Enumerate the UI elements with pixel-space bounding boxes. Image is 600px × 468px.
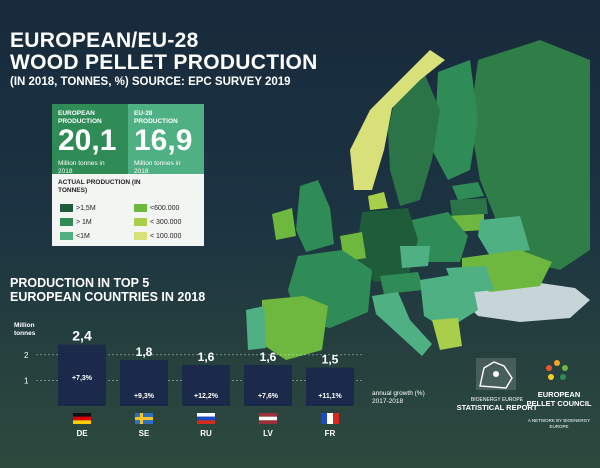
- title-line-1: EUROPEAN/EU-28: [10, 29, 199, 52]
- bioenergy-logo-small: BIOENERGY EUROPE: [470, 397, 524, 403]
- growth-value-label: +9,3%: [134, 393, 155, 400]
- map-region-czech: [400, 246, 430, 268]
- flag-ru-stripe: [197, 413, 215, 417]
- eu28-production-unit: Million tonnes in 2018: [134, 160, 181, 175]
- eu28-production-value: 16,9: [134, 124, 193, 157]
- bar: [58, 344, 106, 406]
- map-region-romania: [446, 266, 494, 294]
- legend-swatch: [60, 204, 73, 213]
- bar: [182, 365, 230, 406]
- category-label: LV: [263, 429, 273, 438]
- growth-label: annual growth (%) 2017-2018: [372, 390, 425, 405]
- epc-logo-small: A NETWORK BY BIOENERGY EUROPE: [527, 418, 591, 429]
- flag-fr-stripe: [321, 413, 327, 424]
- flag-lv-stripe: [259, 413, 277, 417]
- growth-value-label: +7,6%: [258, 393, 279, 400]
- flag-de-stripe: [73, 416, 91, 421]
- category-label: FR: [325, 429, 336, 438]
- european-production-box: EUROPEAN PRODUCTION 20,1 Million tonnes …: [52, 104, 128, 175]
- flag-cross-h: [135, 417, 153, 420]
- eu28-production-box: EU-28 PRODUCTION 16,9 Million tonnes in …: [128, 104, 204, 175]
- flag-fr-stripe: [327, 413, 333, 424]
- flag-ru-stripe: [197, 420, 215, 424]
- map-region-spain: [262, 296, 328, 360]
- legend-swatch: [60, 218, 73, 227]
- flag-lv-stripe: [259, 416, 277, 421]
- map-region-uk: [296, 180, 334, 252]
- map-region-sweden: [388, 75, 440, 206]
- category-label: RU: [200, 429, 212, 438]
- title-line-2: WOOD PELLET PRODUCTION: [10, 51, 318, 74]
- map-region-latvia: [450, 198, 488, 216]
- growth-value-label: +7,3%: [72, 375, 93, 382]
- flag-de-stripe: [73, 420, 91, 424]
- epc-logo-main: EUROPEAN PELLET COUNCIL: [526, 390, 592, 408]
- bar-value-label: 1,6: [260, 350, 277, 364]
- legend-item: >1,5M: [60, 204, 96, 213]
- map-region-estonia: [452, 182, 484, 200]
- flag-ru-stripe: [197, 416, 215, 421]
- map-region-ireland: [272, 208, 296, 240]
- bar: [306, 367, 354, 406]
- european-production-value: 20,1: [58, 124, 117, 157]
- top5-heading-line-1: PRODUCTION IN TOP 5: [10, 276, 150, 290]
- european-production-label: EUROPEAN PRODUCTION: [58, 110, 102, 125]
- legend-swatch: [134, 232, 147, 241]
- legend-swatch: [60, 232, 73, 241]
- bar: [120, 359, 168, 406]
- eu28-production-label: EU-28 PRODUCTION: [134, 110, 178, 125]
- growth-value-label: +11,1%: [318, 393, 342, 400]
- top5-heading-line-2: EUROPEAN COUNTRIES IN 2018: [10, 290, 206, 304]
- european-pellet-council-logo-icon: [546, 360, 568, 380]
- growth-value-label: +12,2%: [194, 393, 219, 400]
- y-tick-label: 2: [24, 351, 29, 360]
- map-region-austria: [380, 272, 424, 294]
- legend-item: < 300.000: [134, 218, 181, 227]
- subtitle: (IN 2018, TONNES, %) SOURCE: EPC SURVEY …: [10, 76, 291, 88]
- legend-swatch: [134, 218, 147, 227]
- legend-item: <600.000: [134, 204, 179, 213]
- bioenergy-europe-logo-icon: [476, 358, 516, 390]
- map-region-russia: [470, 40, 590, 270]
- production-legend: ACTUAL PRODUCTION (IN TONNES) >1,5M > 1M…: [52, 174, 204, 246]
- bar-value-label: 1,5: [322, 353, 339, 367]
- bar-value-label: 2,4: [72, 328, 92, 344]
- map-region-norway: [350, 50, 445, 190]
- flag-fr-stripe: [333, 413, 339, 424]
- european-production-unit: Million tonnes in 2018: [58, 160, 105, 175]
- flag-de-stripe: [73, 413, 91, 417]
- map-region-belarus: [478, 216, 530, 256]
- legend-item: < 100.000: [134, 232, 181, 241]
- map-region-finland: [432, 60, 478, 180]
- category-label: DE: [76, 429, 88, 438]
- legend-title: ACTUAL PRODUCTION (IN TONNES): [58, 179, 141, 194]
- map-region-italy: [372, 292, 432, 356]
- y-axis-label: Million tonnes: [14, 322, 36, 337]
- map-region-greece: [432, 318, 462, 350]
- legend-swatch: [134, 204, 147, 213]
- bar-value-label: 1,6: [198, 350, 215, 364]
- main-title: EUROPEAN/EU-28 WOOD PELLET PRODUCTION: [10, 30, 318, 74]
- legend-item: <1M: [60, 232, 90, 241]
- bar: [244, 365, 292, 406]
- y-tick-label: 1: [24, 376, 29, 385]
- legend-item: > 1M: [60, 218, 92, 227]
- map-region-portugal: [246, 306, 266, 350]
- top5-heading: PRODUCTION IN TOP 5 EUROPEAN COUNTRIES I…: [10, 276, 205, 304]
- bioenergy-logo-main: STATISTICAL REPORT: [456, 403, 538, 412]
- map-region-denmark: [368, 192, 388, 210]
- bar-value-label: 1,8: [136, 345, 153, 359]
- flag-lv-stripe: [259, 420, 277, 424]
- category-label: SE: [139, 429, 150, 438]
